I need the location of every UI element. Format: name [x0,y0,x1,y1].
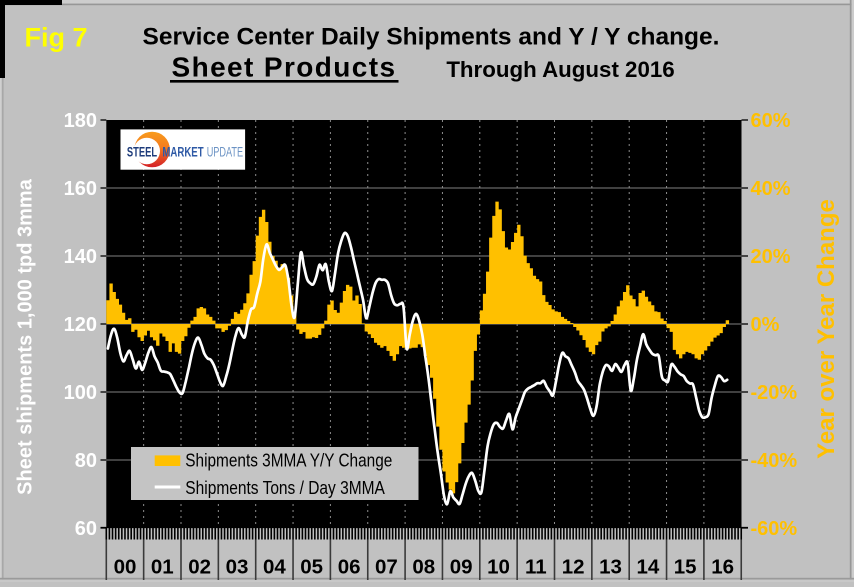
svg-text:120: 120 [64,314,97,336]
svg-text:STEEL: STEEL [127,144,157,160]
svg-text:Shipments 3MMA Y/Y Change: Shipments 3MMA Y/Y Change [185,451,392,471]
svg-text:06: 06 [338,556,361,579]
svg-text:14: 14 [636,556,659,579]
svg-text:-40%: -40% [751,450,798,472]
svg-text:01: 01 [151,556,174,579]
svg-text:16: 16 [711,556,734,579]
svg-text:180: 180 [64,110,97,132]
svg-text:-20%: -20% [751,382,798,404]
svg-text:10: 10 [487,556,510,579]
svg-text:08: 08 [412,556,435,579]
svg-text:12: 12 [562,556,585,579]
svg-text:MARKET: MARKET [162,144,203,160]
svg-text:-60%: -60% [751,518,798,540]
svg-text:00: 00 [114,556,137,579]
svg-text:140: 140 [64,246,97,268]
svg-text:Year over Year Change: Year over Year Change [813,199,840,459]
svg-text:100: 100 [64,382,97,404]
svg-text:05: 05 [300,556,323,579]
svg-text:09: 09 [450,556,473,579]
svg-text:Shipments Tons / Day 3MMA: Shipments Tons / Day 3MMA [185,478,385,498]
svg-text:40%: 40% [751,178,791,200]
svg-text:Through August 2016: Through August 2016 [446,57,674,82]
svg-text:60: 60 [75,518,97,540]
svg-text:13: 13 [599,556,622,579]
svg-text:Service Center Daily Shipments: Service Center Daily Shipments and Y / Y… [143,24,720,51]
svg-text:Sheet shipments 1,000 tpd 3mma: Sheet shipments 1,000 tpd 3mma [15,178,37,495]
svg-text:Fig 7: Fig 7 [25,23,88,53]
svg-text:07: 07 [375,556,398,579]
svg-text:20%: 20% [751,246,791,268]
svg-text:03: 03 [226,556,249,579]
svg-text:80: 80 [75,450,97,472]
svg-text:Sheet Products: Sheet Products [172,52,397,83]
svg-text:02: 02 [188,556,211,579]
svg-text:04: 04 [263,556,286,579]
svg-text:60%: 60% [751,110,791,132]
svg-text:15: 15 [674,556,697,579]
svg-text:11: 11 [525,556,547,579]
svg-text:UPDATE: UPDATE [207,144,243,160]
svg-text:0%: 0% [751,314,780,336]
svg-text:160: 160 [64,178,97,200]
